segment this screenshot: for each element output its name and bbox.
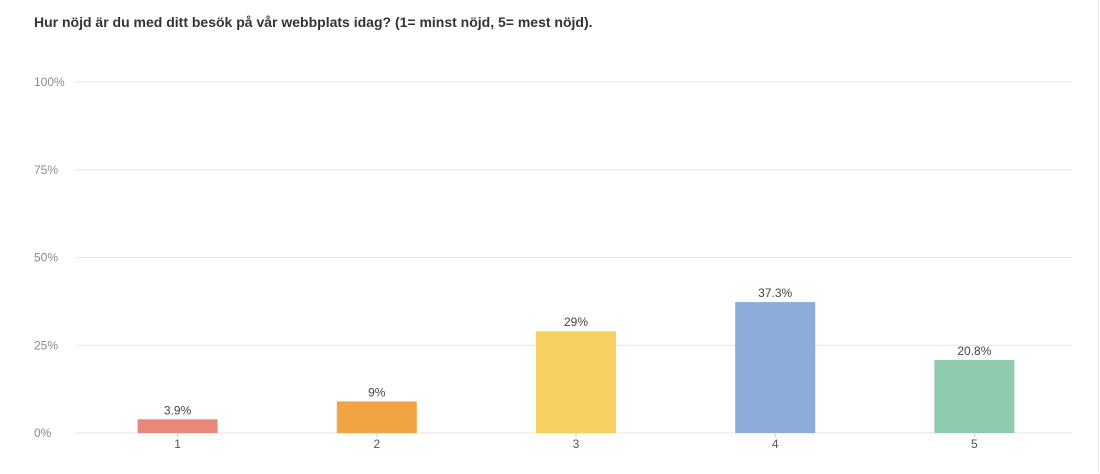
value-label-3: 29% xyxy=(564,315,588,329)
y-tick-label: 50% xyxy=(34,251,58,265)
y-tick-label: 100% xyxy=(34,75,65,89)
value-label-2: 9% xyxy=(368,385,386,399)
y-tick-label: 75% xyxy=(34,163,58,177)
value-label-5: 20.8% xyxy=(957,344,991,358)
x-tick-label-3: 3 xyxy=(573,437,580,451)
value-label-1: 3.9% xyxy=(164,403,192,417)
bar-1 xyxy=(137,419,218,433)
x-tick-label-1: 1 xyxy=(174,437,181,451)
bar-4 xyxy=(735,302,816,433)
y-tick-label: 0% xyxy=(34,426,52,440)
bars xyxy=(137,302,1015,433)
x-tick-label-2: 2 xyxy=(373,437,380,451)
value-labels: 3.9% 9% 29% 37.3% 20.8% xyxy=(164,286,992,417)
question-title: Hur nöjd är du med ditt besök på vår web… xyxy=(34,14,593,30)
y-tick-label: 25% xyxy=(34,338,58,352)
value-label-4: 37.3% xyxy=(758,286,792,300)
bar-5 xyxy=(934,359,1015,433)
x-axis-ticks: 1 2 3 4 5 xyxy=(174,433,978,451)
bar-2 xyxy=(336,401,417,433)
x-tick-label-5: 5 xyxy=(971,437,978,451)
x-tick-label-4: 4 xyxy=(772,437,779,451)
bar-3 xyxy=(536,331,616,433)
y-axis-ticks: 0% 25% 50% 75% 100% xyxy=(34,75,65,440)
